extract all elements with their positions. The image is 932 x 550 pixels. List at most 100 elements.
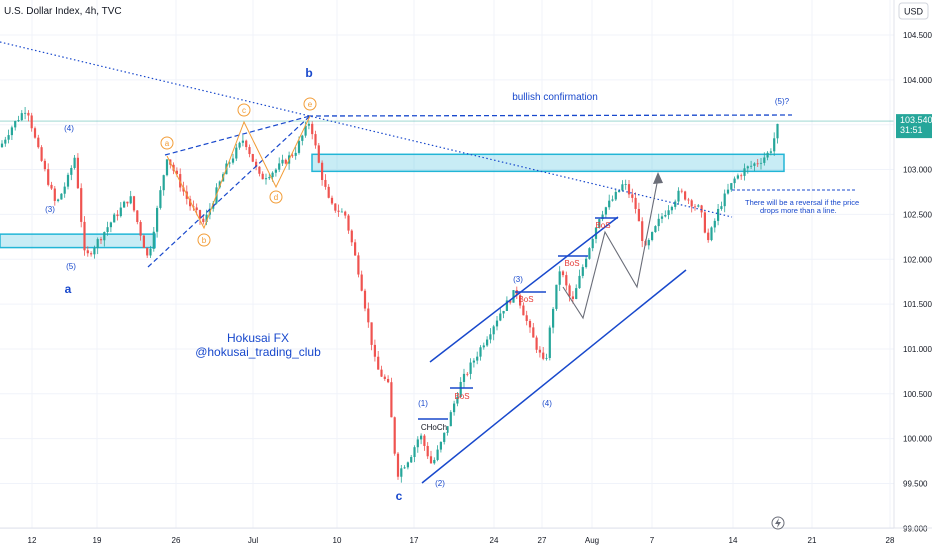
last-price-label: 103.540 31:51 — [896, 114, 932, 139]
candle — [664, 210, 667, 218]
x-tick-label: 7 — [650, 536, 655, 545]
candle — [10, 125, 13, 141]
candle — [43, 158, 46, 172]
candle — [152, 226, 155, 252]
candle — [634, 192, 637, 214]
candle — [723, 189, 726, 213]
candle — [456, 392, 459, 407]
candle — [585, 256, 588, 269]
candle — [453, 400, 456, 416]
currency-button[interactable]: USD — [898, 2, 929, 20]
candle — [462, 368, 466, 388]
candle — [396, 452, 400, 480]
candle — [710, 226, 713, 242]
candle — [677, 187, 680, 205]
candle — [627, 180, 631, 198]
candle — [281, 154, 284, 166]
candle — [601, 210, 604, 222]
candle — [139, 220, 142, 241]
price-axis[interactable]: 104.500104.000103.500103.000102.500102.0… — [903, 31, 932, 533]
candle — [736, 173, 739, 180]
svg-text:CHoCh: CHoCh — [421, 423, 447, 432]
candle — [489, 328, 492, 344]
candle — [766, 151, 769, 161]
bos-label-3: BoS — [564, 259, 579, 268]
triangle-label-c: c — [237, 103, 251, 117]
candle — [410, 454, 413, 464]
lightning-icon[interactable] — [771, 516, 785, 530]
candle — [552, 306, 555, 334]
candle — [674, 199, 677, 210]
time-axis[interactable]: 12 19 26 Jul 10 17 24 27 Aug 7 14 21 28 — [28, 536, 895, 545]
candle — [27, 110, 30, 122]
candle — [24, 107, 27, 120]
y-tick-label: 100.000 — [903, 435, 932, 444]
candle — [568, 283, 571, 302]
candle — [274, 168, 277, 177]
watermark-line2: @hokusai_trading_club — [195, 345, 321, 359]
reversal-note-line1: There will be a reversal if the price — [745, 198, 859, 207]
candle — [502, 310, 505, 319]
candle — [73, 155, 76, 170]
candle — [684, 190, 687, 201]
candle — [347, 214, 350, 234]
channel-upper-line — [429, 216, 619, 363]
candle — [750, 160, 753, 169]
triangle-label-e: e — [303, 97, 317, 111]
candle — [50, 181, 53, 191]
candle — [641, 217, 644, 248]
candle — [717, 203, 720, 226]
candle — [258, 166, 261, 177]
x-tick-label: 28 — [886, 536, 895, 545]
candle — [307, 120, 310, 130]
candle — [294, 147, 297, 160]
candle — [57, 198, 60, 203]
wave-label-5-question: (5)? — [775, 97, 790, 106]
candle — [773, 132, 776, 156]
svg-text:b: b — [202, 236, 207, 245]
candle — [651, 231, 654, 242]
svg-text:d: d — [274, 193, 278, 202]
candle — [63, 182, 66, 198]
candle — [377, 350, 380, 370]
wave-label-4: (4) — [542, 399, 552, 408]
candle — [251, 153, 254, 163]
candle — [608, 194, 611, 210]
candle — [123, 200, 126, 208]
candle — [241, 135, 244, 147]
wave-label-3: (3) — [513, 275, 523, 284]
x-tick-label: 19 — [93, 536, 102, 545]
candle — [231, 153, 235, 165]
y-tick-label: 103.000 — [903, 166, 932, 175]
candle — [390, 377, 393, 418]
candle — [697, 204, 700, 208]
candle — [693, 203, 697, 211]
x-tick-label: 26 — [172, 536, 181, 545]
candle — [519, 293, 522, 309]
candle — [575, 284, 578, 300]
candle — [578, 269, 581, 289]
candle — [245, 139, 248, 151]
candle — [726, 183, 730, 195]
candle — [769, 148, 772, 156]
candle — [126, 201, 129, 207]
candle — [189, 195, 192, 211]
svg-text:103.540: 103.540 — [900, 115, 932, 125]
candle — [720, 201, 723, 211]
candle — [746, 165, 749, 174]
candle — [690, 198, 693, 213]
candle — [109, 221, 112, 233]
candle — [538, 346, 541, 358]
candle — [406, 461, 409, 470]
candle — [311, 121, 314, 140]
y-tick-label: 102.500 — [903, 210, 932, 219]
candle — [660, 213, 664, 224]
y-tick-label: 102.000 — [903, 255, 932, 264]
bos-label-1: BoS — [454, 392, 469, 401]
y-tick-label: 99.000 — [903, 524, 928, 533]
chart-title: U.S. Dollar Index, 4h, TVC — [4, 6, 122, 17]
candle — [238, 141, 241, 150]
candle — [132, 195, 136, 213]
candle — [637, 202, 640, 222]
